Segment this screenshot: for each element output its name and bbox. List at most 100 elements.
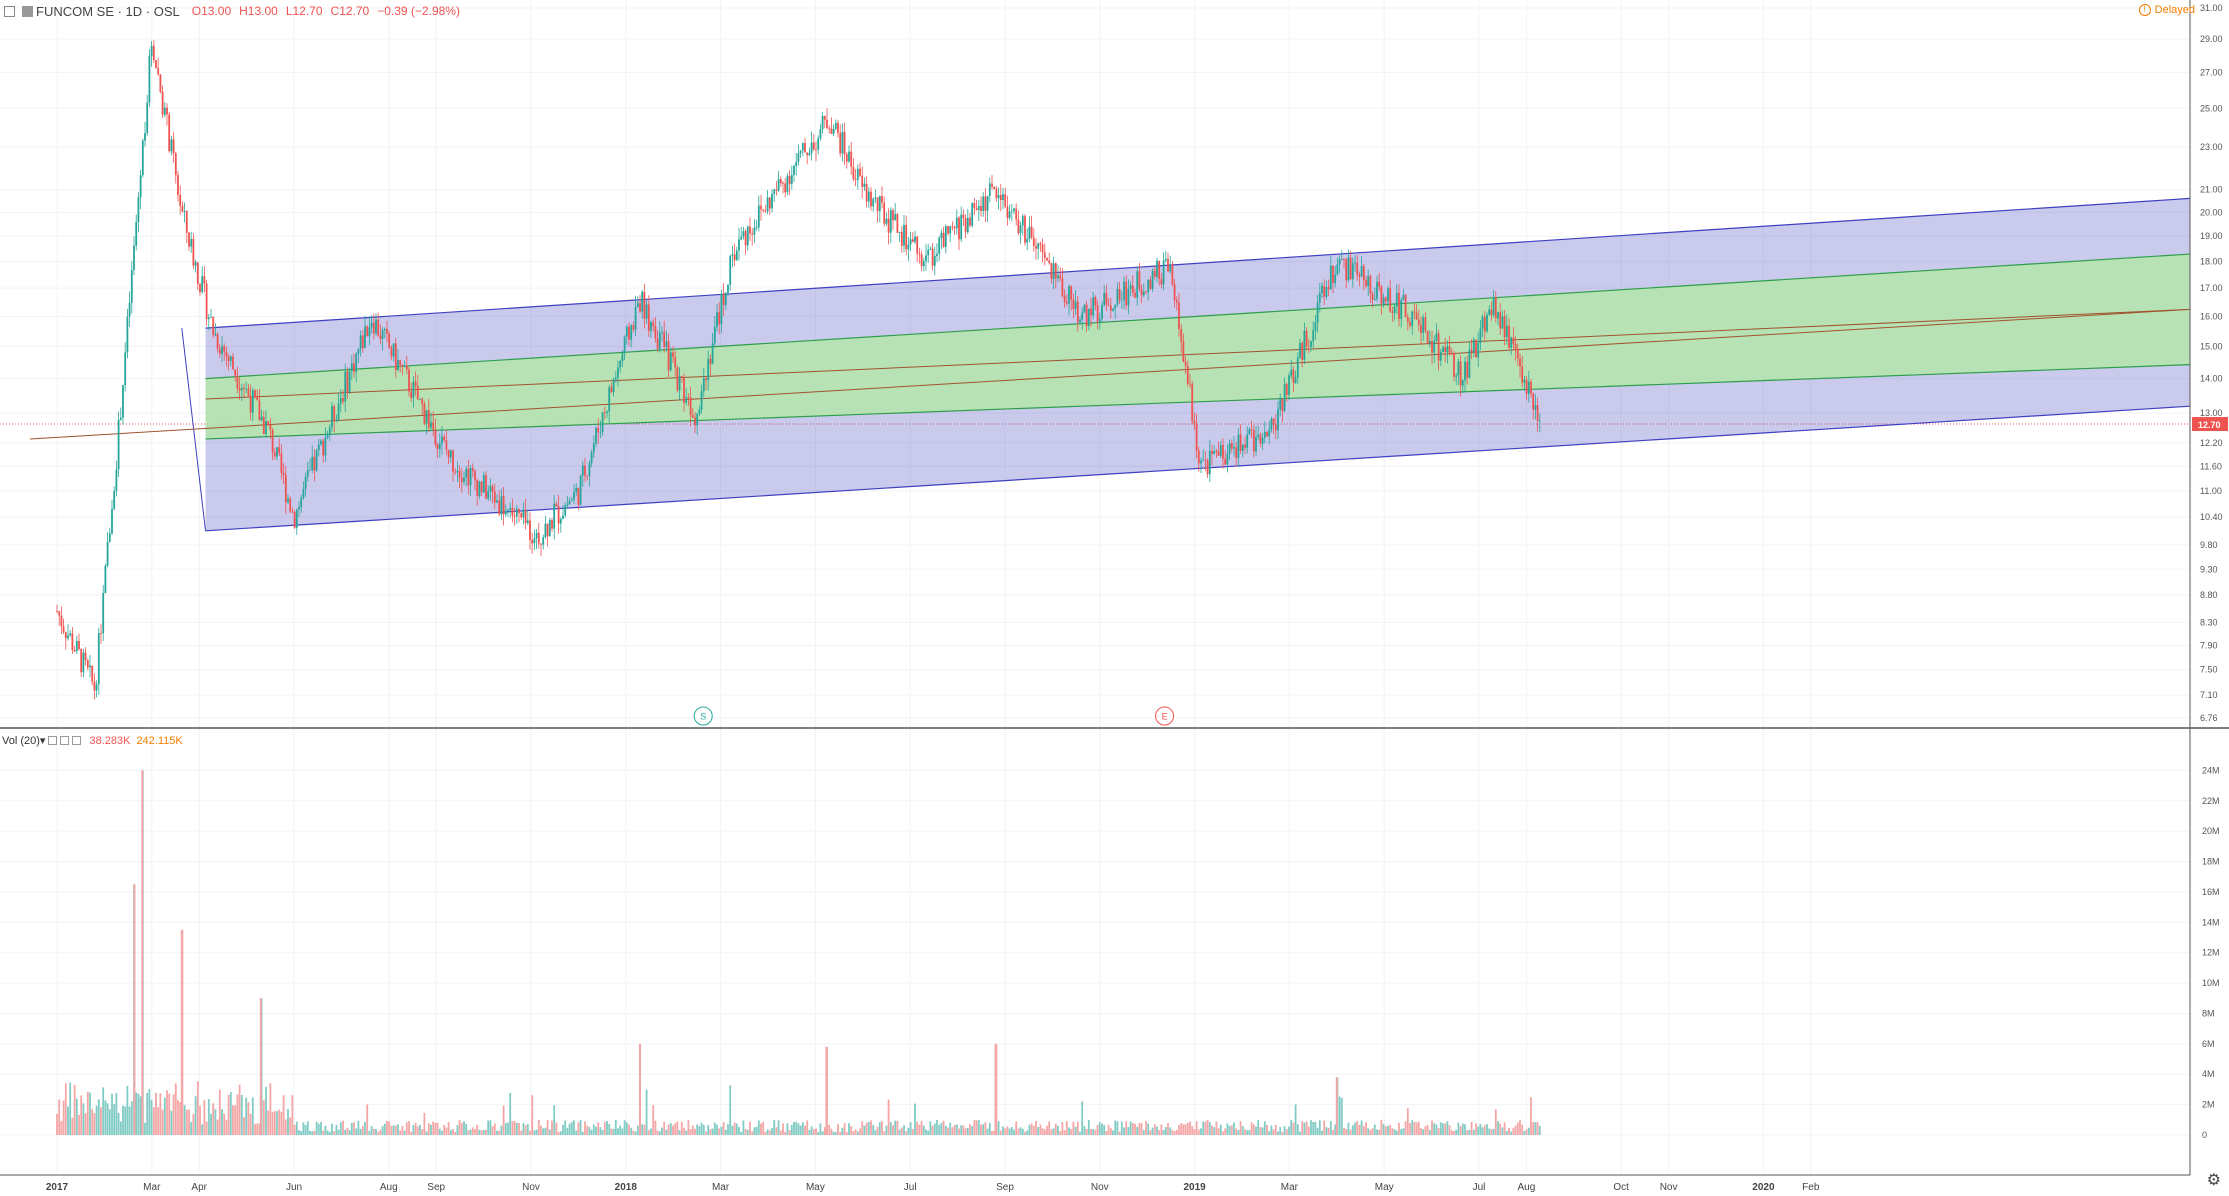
volume-header: Vol (20) ▾ 38.283K 242.115K <box>2 734 183 748</box>
candle-body <box>291 511 294 513</box>
volume-bar <box>1523 1130 1526 1135</box>
volume-bar <box>1230 1125 1233 1135</box>
volume-bar <box>540 1125 542 1135</box>
candle-body <box>157 68 160 75</box>
price-tick-label: 12.20 <box>2200 438 2223 448</box>
volume-bar <box>199 1105 201 1135</box>
candle-body <box>1175 300 1178 303</box>
volume-bar <box>1459 1126 1462 1135</box>
volume-bar <box>810 1126 813 1135</box>
candle-body <box>718 312 721 325</box>
volume-bar <box>548 1129 551 1135</box>
time-tick-label: Aug <box>380 1182 398 1193</box>
candle-body <box>1470 349 1473 353</box>
volume-tick-label: 10M <box>2202 978 2220 988</box>
volume-bar <box>265 1086 267 1135</box>
settings-icon[interactable] <box>60 736 70 745</box>
volume-label[interactable]: Vol (20) <box>2 734 40 747</box>
candle-body <box>1202 459 1205 461</box>
volume-bar <box>1149 1130 1152 1135</box>
volume-bar <box>922 1125 925 1135</box>
candle-body <box>773 189 776 194</box>
volume-bar <box>84 1113 87 1135</box>
volume-bar <box>696 1124 699 1135</box>
time-tick-label: Nov <box>1660 1182 1678 1193</box>
candle-body <box>271 429 274 453</box>
volume-bar <box>619 1125 622 1135</box>
volume-bar <box>1301 1121 1304 1135</box>
candle-body <box>260 416 263 421</box>
candle-body <box>1035 245 1037 249</box>
candle-body <box>152 45 155 61</box>
volume-bar <box>1501 1127 1504 1135</box>
volume-bar <box>1475 1123 1477 1135</box>
collapse-icon[interactable] <box>4 5 15 17</box>
candle-body <box>1345 259 1348 281</box>
candle-body <box>515 508 518 517</box>
volume-bar <box>764 1131 767 1135</box>
volume-bar <box>1125 1121 1128 1135</box>
candle-body <box>111 509 113 534</box>
candle-body <box>1138 271 1141 290</box>
volume-bar <box>1360 1120 1363 1135</box>
delayed-badge[interactable]: ! Delayed <box>2138 4 2195 16</box>
candle-body <box>799 150 802 154</box>
candle-body <box>421 399 424 404</box>
volume-bar <box>782 1123 784 1135</box>
candle-body <box>282 472 285 475</box>
candle-body <box>229 356 232 361</box>
candle-body <box>920 254 923 267</box>
volume-tick-label: 24M <box>2202 765 2220 775</box>
candle-body <box>852 166 855 180</box>
candle-body <box>1125 281 1128 306</box>
candle-body <box>1076 301 1079 323</box>
candle-body <box>1041 244 1044 253</box>
chevron-down-icon[interactable]: ▾ <box>39 735 46 747</box>
candle-body <box>815 149 817 151</box>
candle-body <box>1285 384 1288 396</box>
candle-body <box>1096 305 1099 322</box>
candle-body <box>1314 322 1317 331</box>
volume-bar <box>687 1120 690 1135</box>
candle-body <box>188 232 190 247</box>
volume-bar <box>449 1130 452 1135</box>
volume-bar <box>1461 1123 1464 1135</box>
price-tick-label: 16.00 <box>2200 311 2223 321</box>
candle-body <box>412 381 415 399</box>
candle-body <box>1182 341 1185 362</box>
candle-body <box>896 214 899 233</box>
volume-bar <box>480 1130 483 1135</box>
candle-body <box>914 236 916 242</box>
candle-body <box>522 509 525 518</box>
volume-bar <box>1200 1128 1202 1135</box>
gear-icon[interactable]: ⚙ <box>2206 1172 2221 1189</box>
candle-body <box>498 500 501 515</box>
candle-body <box>1109 305 1112 311</box>
candle-body <box>1127 288 1130 306</box>
volume-bar <box>456 1125 459 1135</box>
candle-body <box>1365 280 1367 287</box>
candle-body <box>584 465 586 476</box>
volume-bar <box>1437 1128 1440 1135</box>
candle-body <box>146 102 149 134</box>
symbol-title[interactable]: FUNCOM SE · 1D · OSL <box>36 3 180 19</box>
candle-body <box>324 437 327 456</box>
close-icon[interactable] <box>72 736 82 745</box>
candle-body <box>553 503 556 529</box>
eye-icon[interactable] <box>48 736 58 745</box>
legend-toggle-icon[interactable] <box>22 5 33 17</box>
volume-bar <box>238 1084 241 1135</box>
volume-bar <box>680 1121 683 1135</box>
volume-bar <box>476 1124 479 1135</box>
volume-bar <box>533 1130 536 1135</box>
candle-body <box>1305 330 1308 347</box>
volume-bar <box>67 1106 69 1135</box>
volume-bar <box>1041 1128 1044 1135</box>
volume-bar <box>1092 1129 1095 1135</box>
volume-bar <box>936 1119 938 1135</box>
candle-body <box>1406 317 1409 323</box>
time-tick-label: 2019 <box>1183 1182 1206 1193</box>
candle-body <box>804 143 806 153</box>
